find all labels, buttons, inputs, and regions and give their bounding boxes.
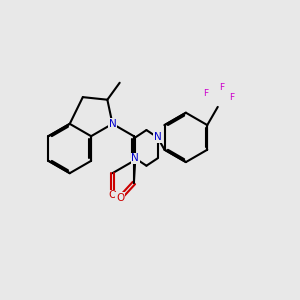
Text: N: N [131,153,139,164]
Text: N: N [109,119,116,129]
Text: N: N [154,132,161,142]
Text: O: O [116,193,124,203]
Text: F: F [203,89,208,98]
Text: F: F [219,83,224,92]
Text: O: O [108,190,117,200]
Text: F: F [229,93,234,102]
